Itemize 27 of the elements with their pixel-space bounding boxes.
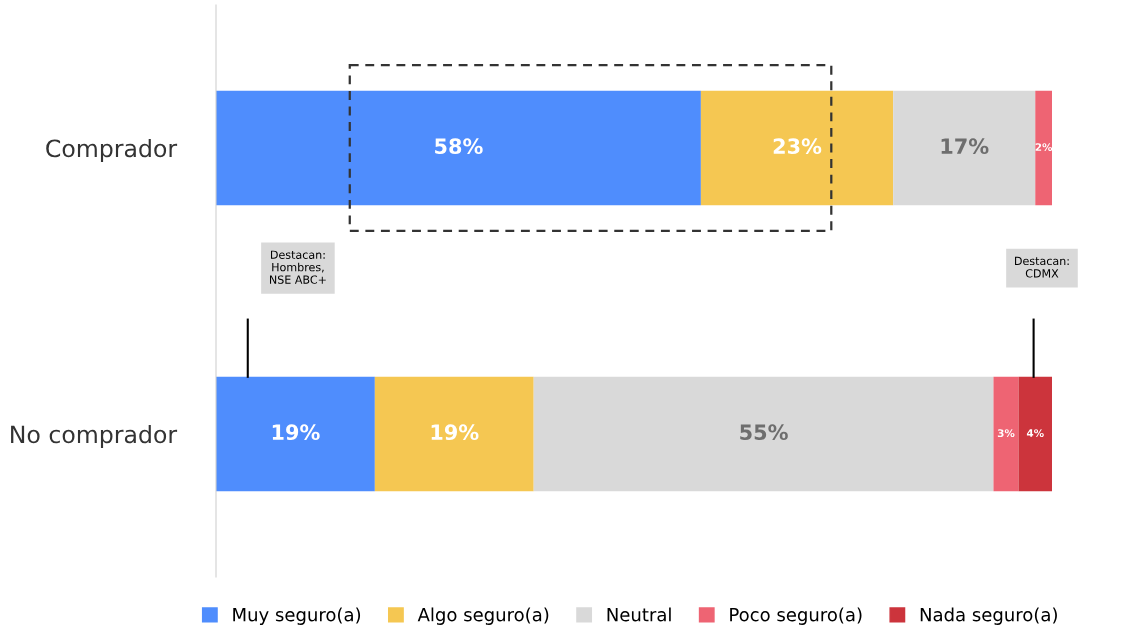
y-tick-label: No comprador: [11, 425, 178, 448]
data-label: 58%: [435, 138, 483, 155]
bar: [216, 90, 701, 206]
bar: [1035, 90, 1052, 206]
bar: [533, 376, 994, 492]
legend-label: Poco seguro(a): [730, 607, 862, 625]
legend-label: Muy seguro(a): [233, 607, 361, 625]
bar: [374, 376, 534, 492]
data-label: 19%: [431, 424, 479, 441]
data-label: 17%: [941, 138, 989, 155]
legend-label: Neutral: [607, 607, 671, 622]
data-label: 55%: [740, 424, 788, 441]
data-label: 19%: [272, 424, 320, 441]
annotation: Destacan: CDMX: [1015, 256, 1069, 278]
legend-label: Algo seguro(a): [417, 607, 549, 625]
bar: [893, 90, 1036, 206]
data-label: 3%: [997, 429, 1015, 438]
bar: [216, 376, 375, 492]
data-label: 2%: [1035, 143, 1053, 152]
bar: [1018, 376, 1052, 492]
bar: [993, 376, 1019, 492]
data-label: 23%: [773, 138, 822, 155]
annotation: Destacan: Hombres, NSE ABC+: [270, 250, 326, 284]
y-tick-label: Comprador: [46, 139, 178, 162]
bar: [700, 90, 894, 206]
legend-label: Nada seguro(a): [920, 607, 1057, 625]
data-label: 4%: [1026, 429, 1044, 438]
